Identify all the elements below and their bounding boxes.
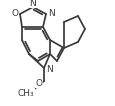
Text: N: N: [46, 66, 53, 75]
Text: O: O: [35, 79, 42, 87]
Text: O: O: [11, 10, 18, 19]
Text: N: N: [48, 10, 55, 19]
Text: CH₃: CH₃: [17, 89, 34, 98]
Text: N: N: [29, 0, 36, 8]
